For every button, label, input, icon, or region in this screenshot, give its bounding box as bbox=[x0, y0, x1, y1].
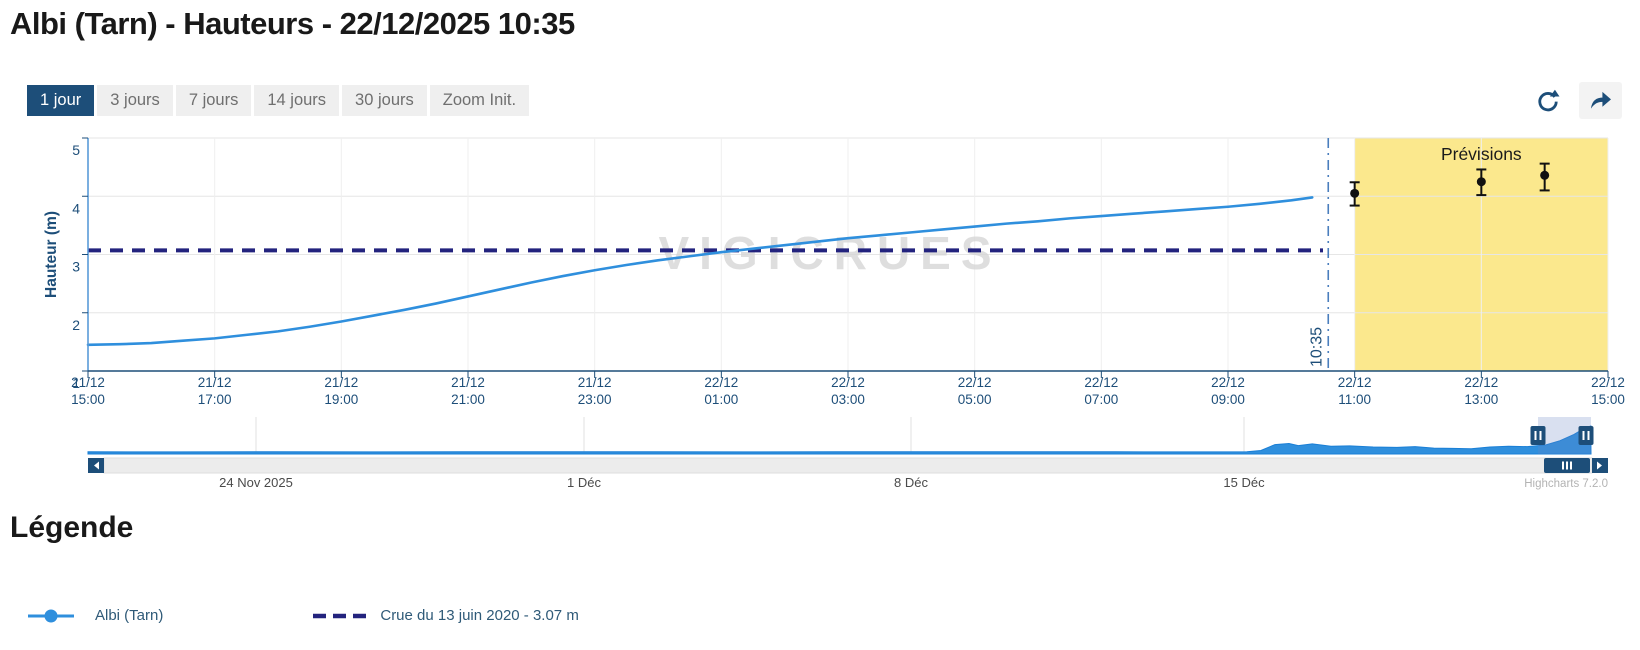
forecast-point bbox=[1540, 170, 1550, 180]
toolbar-tools bbox=[1533, 82, 1622, 119]
page-title: Albi (Tarn) - Hauteurs - 22/12/2025 10:3… bbox=[10, 6, 575, 41]
x-tick-date: 22/12 bbox=[958, 375, 992, 390]
legend-items: Albi (Tarn) Crue du 13 juin 2020 - 3.07 m bbox=[28, 607, 1640, 624]
range-button-7-jours[interactable]: 7 jours bbox=[175, 84, 252, 117]
x-tick-date: 21/12 bbox=[578, 375, 612, 390]
x-tick-date: 21/12 bbox=[198, 375, 232, 390]
x-tick-time: 11:00 bbox=[1338, 392, 1371, 407]
hydrograph-chart[interactable]: VIGICRUES10:35Prévisions1234521/1215:002… bbox=[0, 129, 1640, 497]
x-tick-date: 22/12 bbox=[1338, 375, 1372, 390]
x-tick-date: 22/12 bbox=[1464, 375, 1498, 390]
x-tick-time: 23:00 bbox=[578, 392, 612, 407]
refresh-icon bbox=[1538, 89, 1560, 111]
x-tick-time: 19:00 bbox=[324, 392, 358, 407]
refresh-button[interactable] bbox=[1533, 86, 1563, 116]
share-button[interactable] bbox=[1579, 82, 1622, 119]
x-tick-time: 21:00 bbox=[451, 392, 485, 407]
y-tick-label: 3 bbox=[72, 259, 80, 275]
x-tick-time: 03:00 bbox=[831, 392, 865, 407]
dashed-line-icon bbox=[313, 613, 367, 618]
scrollbar-right-arrow-icon bbox=[1597, 461, 1602, 470]
navigator-series-area bbox=[87, 425, 1592, 455]
handle-grip bbox=[1534, 431, 1537, 440]
x-tick-time: 07:00 bbox=[1084, 392, 1118, 407]
forecast-point bbox=[1476, 177, 1486, 187]
toolbar: 1 jour 3 jours 7 jours 14 jours 30 jours Zoom… bbox=[27, 82, 1622, 119]
navigator-handle-right[interactable] bbox=[1578, 426, 1594, 445]
x-tick-time: 17:00 bbox=[198, 392, 232, 407]
legend-item-label: Albi (Tarn) bbox=[95, 607, 164, 624]
handle-grip bbox=[1587, 431, 1590, 440]
navigator-date-label: 1 Déc bbox=[567, 475, 601, 490]
range-button-30-jours[interactable]: 30 jours bbox=[342, 84, 427, 117]
legend-item-label: Crue du 13 juin 2020 - 3.07 m bbox=[380, 607, 579, 624]
scrollbar-track[interactable] bbox=[103, 457, 1593, 474]
range-buttons: 1 jour 3 jours 7 jours 14 jours 30 jours Zoom… bbox=[27, 84, 530, 117]
x-tick-time: 05:00 bbox=[958, 392, 992, 407]
range-button-3-jours[interactable]: 3 jours bbox=[97, 84, 173, 117]
thumb-grip bbox=[1566, 461, 1568, 470]
x-tick-date: 22/12 bbox=[1591, 375, 1625, 390]
legend-heading: Légende bbox=[10, 511, 134, 544]
scrollbar-left-arrow-icon bbox=[94, 461, 99, 470]
navigator-date-label: 8 Déc bbox=[894, 475, 928, 490]
range-button-1-jour[interactable]: 1 jour bbox=[27, 84, 95, 117]
navigator-handle-left[interactable] bbox=[1530, 426, 1546, 445]
observed-series-line bbox=[86, 196, 1314, 347]
x-tick-time: 01:00 bbox=[704, 392, 738, 407]
navigator-date-label: 15 Déc bbox=[1223, 475, 1265, 490]
y-tick-label: 5 bbox=[72, 142, 80, 158]
x-tick-date: 22/12 bbox=[1211, 375, 1245, 390]
share-arrow-icon bbox=[1590, 91, 1611, 109]
y-tick-label: 4 bbox=[72, 200, 80, 216]
now-time-label: 10:35 bbox=[1308, 327, 1325, 367]
x-tick-time: 13:00 bbox=[1464, 392, 1498, 407]
y-axis-title: Hauteur (m) bbox=[43, 211, 60, 298]
x-tick-date: 21/12 bbox=[451, 375, 485, 390]
handle-grip bbox=[1582, 431, 1585, 440]
navigator-date-label: 24 Nov 2025 bbox=[219, 475, 293, 490]
forecast-point bbox=[1350, 188, 1360, 198]
x-tick-time: 09:00 bbox=[1211, 392, 1245, 407]
range-button-14-jours[interactable]: 14 jours bbox=[254, 84, 340, 117]
x-tick-time: 15:00 bbox=[1591, 392, 1625, 407]
y-tick-label: 1 bbox=[72, 375, 80, 391]
x-tick-date: 22/12 bbox=[1084, 375, 1118, 390]
x-tick-time: 15:00 bbox=[71, 392, 105, 407]
x-tick-date: 21/12 bbox=[324, 375, 358, 390]
legend-item: Albi (Tarn) bbox=[28, 607, 163, 624]
thumb-grip bbox=[1570, 461, 1572, 470]
x-tick-date: 21/12 bbox=[71, 375, 105, 390]
legend-item: Crue du 13 juin 2020 - 3.07 m bbox=[313, 607, 579, 624]
x-tick-date: 22/12 bbox=[831, 375, 865, 390]
highcharts-credits: Highcharts 7.2.0 bbox=[1524, 478, 1608, 490]
handle-grip bbox=[1539, 431, 1542, 440]
range-button-zoom-init-[interactable]: Zoom Init. bbox=[429, 84, 530, 117]
y-tick-label: 2 bbox=[72, 317, 80, 333]
plot-area[interactable] bbox=[88, 138, 1608, 371]
previsions-label: Prévisions bbox=[1441, 144, 1522, 164]
thumb-grip bbox=[1562, 461, 1564, 470]
x-tick-date: 22/12 bbox=[704, 375, 738, 390]
line-circle-icon bbox=[28, 609, 74, 622]
